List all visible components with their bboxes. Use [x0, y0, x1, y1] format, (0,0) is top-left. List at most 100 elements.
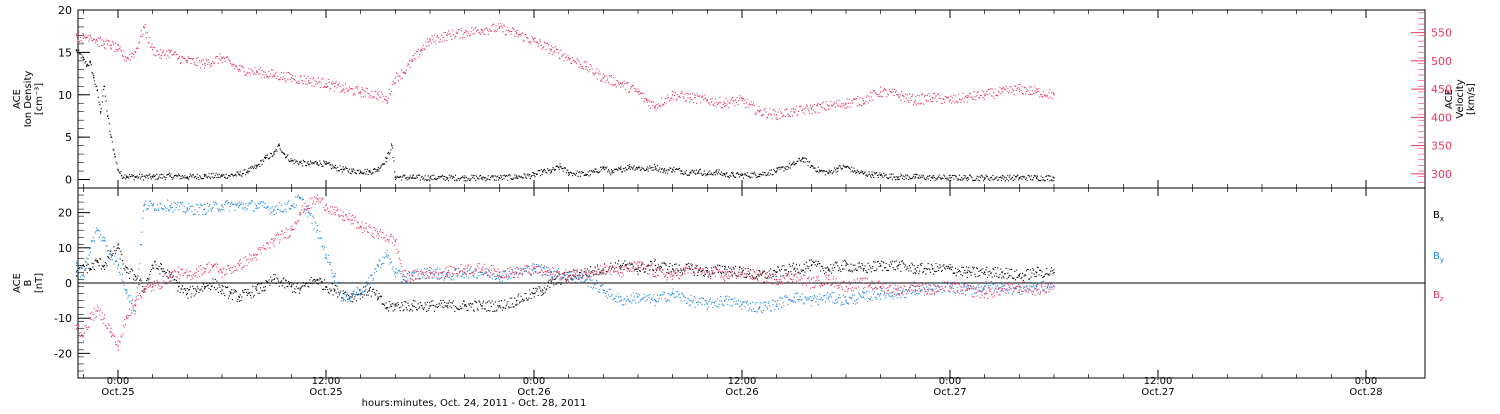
b-series-x-sample: [964, 270, 965, 271]
b-series-x-sample: [214, 287, 215, 288]
b-series-x-sample: [1049, 273, 1050, 274]
density-series-sample: [652, 170, 653, 171]
density-series-sample: [1011, 178, 1012, 179]
velocity-series-sample: [467, 31, 468, 32]
b-series-x-sample: [1032, 268, 1033, 269]
velocity-series-sample: [782, 116, 783, 117]
velocity-series-sample: [109, 45, 110, 46]
velocity-series-sample: [120, 49, 121, 50]
velocity-series-sample: [911, 100, 912, 101]
density-series-sample: [302, 165, 303, 166]
b-series-x-sample: [155, 264, 156, 265]
b-series-y-sample: [102, 237, 103, 238]
velocity-series-sample: [716, 106, 717, 107]
density-series-sample: [309, 164, 310, 165]
velocity-series-sample: [314, 86, 315, 87]
velocity-series-sample: [869, 100, 870, 101]
b-series-x-sample: [485, 308, 486, 309]
density-series-sample: [401, 180, 402, 181]
velocity-series-sample: [163, 50, 164, 51]
density-series-sample: [150, 177, 151, 178]
velocity-series-sample: [634, 88, 635, 89]
density-series-sample: [265, 157, 266, 158]
b-series-y-point: [325, 254, 326, 255]
b-series-y-sample: [129, 301, 130, 302]
b-series-y-sample: [248, 205, 249, 206]
density-series-sample: [216, 173, 217, 174]
density-series-sample: [371, 174, 372, 175]
density-series-sample: [652, 167, 653, 168]
density-series-sample: [498, 180, 499, 181]
b-series-x-sample: [937, 266, 938, 267]
b-series-x-sample: [236, 291, 237, 292]
density-series-sample: [959, 175, 960, 176]
b-series-x-sample: [936, 271, 937, 272]
density-series-sample: [250, 167, 251, 168]
velocity-series-sample: [577, 58, 578, 59]
b-series-x-sample: [640, 271, 641, 272]
b-series-y-sample: [619, 301, 620, 302]
b-series-y-sample: [556, 270, 557, 271]
density-series-sample: [269, 157, 270, 158]
b-series-y-sample: [344, 294, 345, 295]
velocity-series-sample: [665, 98, 666, 99]
density-series-sample: [939, 175, 940, 176]
density-series-sample: [345, 166, 346, 167]
b-series-x-sample: [920, 264, 921, 265]
density-series-sample: [581, 171, 582, 172]
velocity-series-sample: [106, 41, 107, 42]
bfield-axis-title: ACEB[nT]: [12, 273, 45, 293]
velocity-series-sample: [89, 38, 90, 39]
density-series-sample: [579, 171, 580, 172]
b-series-x-sample: [905, 264, 906, 265]
density-series-sample: [763, 174, 764, 175]
b-series-y-sample: [265, 203, 266, 204]
b-series-x-sample: [906, 269, 907, 270]
b-series-x-sample: [352, 301, 353, 302]
b-series-y-sample: [254, 211, 255, 212]
velocity-series-sample: [897, 94, 898, 95]
density-series-sample: [333, 167, 334, 168]
velocity-series-sample: [673, 99, 674, 100]
velocity-series-sample: [409, 60, 410, 61]
density-series-sample: [1013, 180, 1014, 181]
b-series-x-sample: [994, 275, 995, 276]
b-series-y-sample: [123, 285, 124, 286]
velocity-series-sample: [769, 108, 770, 109]
velocity-series-sample: [862, 98, 863, 99]
velocity-series-sample: [357, 88, 358, 89]
density-series-point: [114, 153, 115, 154]
velocity-series-sample: [857, 96, 858, 97]
density-series-sample: [232, 174, 233, 175]
b-series-y-sample: [384, 258, 385, 259]
density-series-sample: [983, 180, 984, 181]
b-series-y-sample: [334, 281, 335, 282]
velocity-series-sample: [912, 94, 913, 95]
b-series-y-sample: [214, 204, 215, 205]
b-series-y-sample: [520, 268, 521, 269]
b-series-x-sample: [734, 273, 735, 274]
b-series-x-sample: [875, 270, 876, 271]
density-series-sample: [461, 177, 462, 178]
b-series-x-sample: [212, 285, 213, 286]
b-series-x-sample: [917, 267, 918, 268]
velocity-series-sample: [347, 90, 348, 91]
velocity-series-sample: [822, 103, 823, 104]
b-series-x-sample: [667, 269, 668, 270]
density-series-sample: [1004, 177, 1005, 178]
density-series-sample: [1045, 180, 1046, 181]
b-series-y-sample: [461, 276, 462, 277]
b-series-y-sample: [527, 267, 528, 268]
density-series-sample: [1035, 175, 1036, 176]
density-series-sample: [810, 167, 811, 168]
velocity-series-sample: [338, 85, 339, 86]
velocity-series-sample: [310, 78, 311, 79]
density-series-sample: [432, 175, 433, 176]
density-series-sample: [964, 175, 965, 176]
b-series-x-sample: [1015, 279, 1016, 280]
b-series-x-sample: [665, 263, 666, 264]
velocity-series-sample: [923, 104, 924, 105]
velocity-series-sample: [948, 97, 949, 98]
density-series-sample: [613, 172, 614, 173]
b-series-x-sample: [676, 263, 677, 264]
